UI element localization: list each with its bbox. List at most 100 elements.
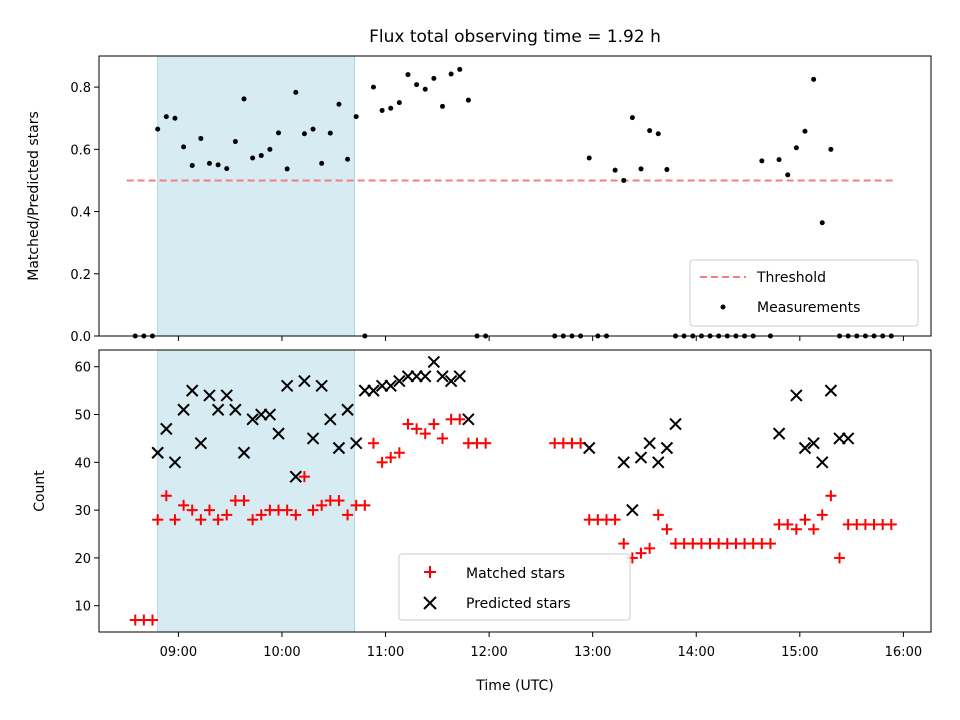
predicted-stars-point (419, 370, 432, 383)
legend-measurements-label: Measurements (757, 300, 860, 316)
predicted-stars-point (444, 374, 458, 388)
top-y-axis-label: Matched/Predicted stars (26, 111, 42, 281)
measurement-point (819, 220, 825, 226)
x-axis-label: Time (UTC) (475, 678, 553, 694)
predicted-stars-point (626, 503, 639, 517)
predicted-stars-point (634, 451, 648, 464)
measurement-point (258, 153, 264, 159)
predicted-stars-point (660, 441, 674, 455)
measurement-point (215, 162, 221, 168)
measurement-point (155, 126, 161, 132)
matched-stars-point (428, 418, 440, 430)
predicted-stars-point (229, 403, 242, 416)
matched-stars-point (212, 514, 224, 526)
measurement-point (457, 66, 463, 72)
predicted-stars-point (272, 427, 285, 440)
matched-stars-point (169, 514, 181, 526)
measurement-point (586, 155, 592, 161)
matched-stars-point (661, 523, 673, 535)
predicted-stars-point (816, 456, 829, 469)
matched-stars-point (342, 509, 354, 521)
measurement-point (379, 107, 385, 113)
matched-stars-point (790, 523, 802, 535)
predicted-stars-point (652, 456, 665, 469)
measurement-point (319, 160, 325, 166)
matched-stars-point (885, 518, 897, 530)
legend-matched-label: Matched stars (466, 566, 565, 582)
predicted-stars-point (203, 389, 216, 402)
predicted-stars-point (194, 436, 208, 450)
matched-stars-point (411, 423, 423, 435)
measurement-point (206, 160, 212, 166)
measurement-point (655, 131, 661, 137)
matched-stars-point (147, 614, 159, 626)
matched-stars-point (609, 514, 621, 526)
matched-stars-point (816, 509, 828, 521)
measurement-point (353, 114, 359, 120)
predicted-stars-point (453, 370, 466, 383)
predicted-stars-point (349, 436, 363, 450)
measurement-point (181, 144, 187, 150)
matched-stars-point (203, 504, 215, 516)
matched-stars-point (808, 523, 820, 535)
matched-stars-point (186, 504, 198, 516)
matched-stars-point (782, 518, 794, 530)
x-tick-label: 12:00 (470, 645, 507, 660)
measurement-point (189, 163, 195, 169)
measurement-point (638, 166, 644, 172)
predicted-stars-point (324, 413, 337, 426)
measurement-point (224, 166, 230, 172)
measurement-point (396, 100, 402, 106)
x-tick-label: 13:00 (574, 645, 611, 660)
legend-threshold-label: Threshold (756, 270, 826, 286)
bottom-legend-box (398, 553, 631, 621)
legend-matched-swatch (424, 566, 436, 578)
matched-stars-point (825, 490, 837, 502)
measurement-point (241, 96, 247, 102)
matched-stars-point (834, 552, 846, 564)
predicted-stars-point (263, 408, 277, 421)
measurement-point (327, 130, 333, 136)
measurement-point (647, 128, 653, 134)
top-y-tick-label: 0.2 (70, 268, 91, 283)
measurement-point (664, 167, 670, 173)
predicted-stars-point (790, 389, 803, 402)
measurement-point (811, 76, 817, 82)
matched-stars-point (480, 437, 492, 449)
matched-stars-point (178, 499, 190, 511)
matched-stars-point (307, 504, 319, 516)
x-tick-label: 15:00 (781, 645, 818, 660)
x-tick-label: 16:00 (885, 645, 922, 660)
measurement-point (232, 139, 238, 145)
bottom-plot-frame (98, 349, 932, 633)
measurement-point (172, 115, 178, 121)
measurement-point (345, 156, 351, 162)
predicted-stars-point (177, 403, 190, 416)
matched-stars-point (402, 418, 414, 430)
predicted-stars-point (427, 355, 441, 369)
predicted-stars-point (583, 441, 596, 455)
top-y-tick-label: 0.8 (70, 81, 91, 96)
measurement-point (612, 167, 618, 173)
predicted-stars-point (237, 446, 251, 459)
predicted-stars-point (332, 441, 346, 455)
measurement-point (621, 177, 627, 183)
predicted-stars-point (807, 436, 820, 450)
bottom-y-tick-label: 40 (74, 456, 91, 471)
measurement-point (448, 71, 454, 77)
matched-stars-point (160, 490, 172, 502)
matched-stars-point (764, 538, 776, 550)
predicted-stars-point (289, 470, 302, 483)
matched-stars-point (393, 447, 405, 459)
predicted-stars-point (841, 432, 855, 445)
top-plot-frame (98, 55, 932, 337)
measurement-point (284, 166, 290, 172)
matched-stars-point (799, 514, 811, 526)
x-tick-label: 11:00 (367, 645, 404, 660)
measurement-point (414, 82, 420, 88)
measurement-point (776, 157, 782, 163)
bottom-y-tick-label: 50 (74, 409, 91, 424)
top-axes: 0.00.20.40.60.8 Matched/Predicted stars … (26, 55, 932, 345)
measurement-point (336, 101, 342, 107)
